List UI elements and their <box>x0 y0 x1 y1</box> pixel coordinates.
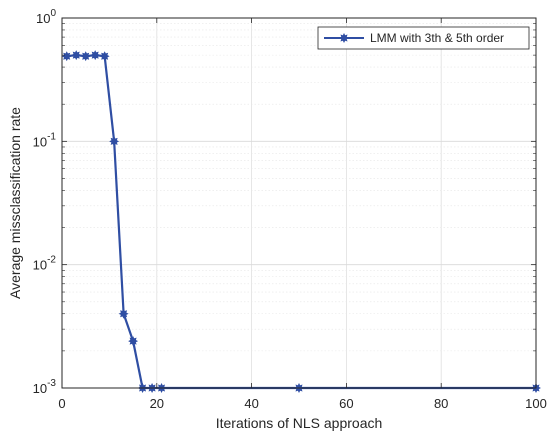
tick-marks <box>61 17 537 389</box>
y-tick-label: 10-1 <box>33 131 57 149</box>
legend-marker <box>339 33 349 43</box>
y-tick-label-base: 10 <box>33 381 47 396</box>
data-point-marker <box>90 50 101 61</box>
data-point-marker <box>109 136 120 147</box>
y-tick-label-exponent: -1 <box>47 131 56 142</box>
y-tick-label: 100 <box>36 8 56 26</box>
y-tick-label-exponent: 0 <box>50 8 56 19</box>
grid-lines <box>62 18 536 388</box>
data-point-marker <box>118 308 129 319</box>
plot-frame <box>61 17 537 389</box>
x-tick-label: 80 <box>434 396 448 411</box>
x-tick-label: 100 <box>525 396 547 411</box>
legend-box <box>317 26 530 50</box>
y-tick-label-base: 10 <box>33 258 47 273</box>
x-axis-title: Iterations of NLS approach <box>216 415 383 431</box>
data-point-marker <box>71 50 82 61</box>
y-tick-label-base: 10 <box>36 11 50 26</box>
x-tick-labels: 0 20 40 60 80 100 <box>58 396 546 411</box>
y-tick-label: 10-2 <box>33 255 57 273</box>
y-tick-label-exponent: -3 <box>47 378 56 389</box>
legend-label: LMM with 3th & 5th order <box>370 31 504 45</box>
legend-star-marker <box>339 33 349 43</box>
data-point-marker <box>61 51 72 62</box>
y-tick-label-exponent: -2 <box>47 255 56 266</box>
x-tick-label: 40 <box>244 396 258 411</box>
y-axis-title: Average missclassification rate <box>7 107 23 299</box>
x-tick-label: 0 <box>58 396 65 411</box>
plot-area <box>62 18 536 388</box>
data-point-marker <box>80 51 91 62</box>
x-tick-label: 60 <box>339 396 353 411</box>
y-tick-label-base: 10 <box>33 134 47 149</box>
legend: LMM with 3th & 5th order <box>317 26 530 50</box>
data-point-marker <box>99 51 110 62</box>
y-tick-label: 10-3 <box>33 378 57 396</box>
x-tick-label: 20 <box>150 396 164 411</box>
data-point-marker <box>128 336 139 347</box>
